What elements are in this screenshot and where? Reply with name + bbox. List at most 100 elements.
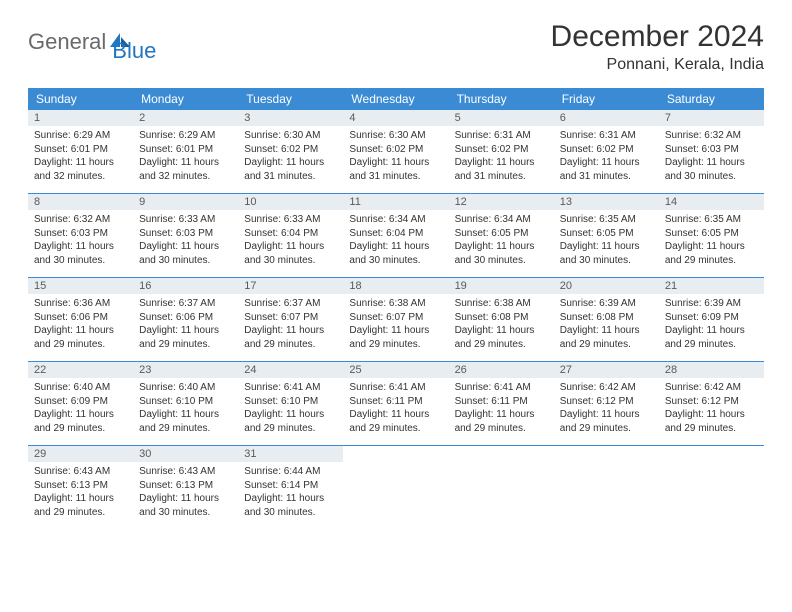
day-details: Sunrise: 6:34 AMSunset: 6:05 PMDaylight:… bbox=[449, 210, 554, 277]
calendar-cell: 15Sunrise: 6:36 AMSunset: 6:06 PMDayligh… bbox=[28, 278, 133, 362]
day-details: Sunrise: 6:32 AMSunset: 6:03 PMDaylight:… bbox=[28, 210, 133, 277]
calendar-cell: 20Sunrise: 6:39 AMSunset: 6:08 PMDayligh… bbox=[554, 278, 659, 362]
day-details: Sunrise: 6:37 AMSunset: 6:07 PMDaylight:… bbox=[238, 294, 343, 361]
calendar-cell: .. bbox=[659, 446, 764, 530]
calendar-cell: 17Sunrise: 6:37 AMSunset: 6:07 PMDayligh… bbox=[238, 278, 343, 362]
day-number: 15 bbox=[28, 278, 133, 294]
day-details: Sunrise: 6:38 AMSunset: 6:08 PMDaylight:… bbox=[449, 294, 554, 361]
day-details: Sunrise: 6:32 AMSunset: 6:03 PMDaylight:… bbox=[659, 126, 764, 193]
calendar-cell: 9Sunrise: 6:33 AMSunset: 6:03 PMDaylight… bbox=[133, 194, 238, 278]
calendar-row: 8Sunrise: 6:32 AMSunset: 6:03 PMDaylight… bbox=[28, 194, 764, 278]
calendar-cell: 28Sunrise: 6:42 AMSunset: 6:12 PMDayligh… bbox=[659, 362, 764, 446]
calendar-cell: 22Sunrise: 6:40 AMSunset: 6:09 PMDayligh… bbox=[28, 362, 133, 446]
day-number: 24 bbox=[238, 362, 343, 378]
calendar-cell: 7Sunrise: 6:32 AMSunset: 6:03 PMDaylight… bbox=[659, 110, 764, 194]
day-number: 9 bbox=[133, 194, 238, 210]
day-details: Sunrise: 6:42 AMSunset: 6:12 PMDaylight:… bbox=[659, 378, 764, 445]
calendar-cell: 14Sunrise: 6:35 AMSunset: 6:05 PMDayligh… bbox=[659, 194, 764, 278]
day-number: 3 bbox=[238, 110, 343, 126]
calendar-cell: 29Sunrise: 6:43 AMSunset: 6:13 PMDayligh… bbox=[28, 446, 133, 530]
calendar-cell: 2Sunrise: 6:29 AMSunset: 6:01 PMDaylight… bbox=[133, 110, 238, 194]
day-number: 5 bbox=[449, 110, 554, 126]
day-details: Sunrise: 6:31 AMSunset: 6:02 PMDaylight:… bbox=[554, 126, 659, 193]
day-details: Sunrise: 6:30 AMSunset: 6:02 PMDaylight:… bbox=[238, 126, 343, 193]
calendar-cell: 8Sunrise: 6:32 AMSunset: 6:03 PMDaylight… bbox=[28, 194, 133, 278]
calendar-cell: .. bbox=[343, 446, 448, 530]
day-details: Sunrise: 6:44 AMSunset: 6:14 PMDaylight:… bbox=[238, 462, 343, 529]
day-number: 26 bbox=[449, 362, 554, 378]
day-details: Sunrise: 6:42 AMSunset: 6:12 PMDaylight:… bbox=[554, 378, 659, 445]
day-details: Sunrise: 6:40 AMSunset: 6:09 PMDaylight:… bbox=[28, 378, 133, 445]
day-details: Sunrise: 6:31 AMSunset: 6:02 PMDaylight:… bbox=[449, 126, 554, 193]
title-block: December 2024 Ponnani, Kerala, India bbox=[551, 20, 764, 74]
calendar-cell: 16Sunrise: 6:37 AMSunset: 6:06 PMDayligh… bbox=[133, 278, 238, 362]
col-saturday: Saturday bbox=[659, 88, 764, 110]
day-details: Sunrise: 6:34 AMSunset: 6:04 PMDaylight:… bbox=[343, 210, 448, 277]
calendar-cell: 11Sunrise: 6:34 AMSunset: 6:04 PMDayligh… bbox=[343, 194, 448, 278]
col-thursday: Thursday bbox=[449, 88, 554, 110]
day-number: 8 bbox=[28, 194, 133, 210]
calendar-cell: 4Sunrise: 6:30 AMSunset: 6:02 PMDaylight… bbox=[343, 110, 448, 194]
day-number: 20 bbox=[554, 278, 659, 294]
logo-text-blue: Blue bbox=[112, 38, 156, 64]
calendar-cell: 1Sunrise: 6:29 AMSunset: 6:01 PMDaylight… bbox=[28, 110, 133, 194]
day-number: 16 bbox=[133, 278, 238, 294]
day-details: Sunrise: 6:36 AMSunset: 6:06 PMDaylight:… bbox=[28, 294, 133, 361]
day-number: 1 bbox=[28, 110, 133, 126]
calendar-cell: 5Sunrise: 6:31 AMSunset: 6:02 PMDaylight… bbox=[449, 110, 554, 194]
col-friday: Friday bbox=[554, 88, 659, 110]
day-details: Sunrise: 6:35 AMSunset: 6:05 PMDaylight:… bbox=[554, 210, 659, 277]
calendar-table: Sunday Monday Tuesday Wednesday Thursday… bbox=[28, 88, 764, 529]
day-number: 18 bbox=[343, 278, 448, 294]
day-details: Sunrise: 6:29 AMSunset: 6:01 PMDaylight:… bbox=[133, 126, 238, 193]
calendar-header-row: Sunday Monday Tuesday Wednesday Thursday… bbox=[28, 88, 764, 110]
day-number: 22 bbox=[28, 362, 133, 378]
calendar-cell: 13Sunrise: 6:35 AMSunset: 6:05 PMDayligh… bbox=[554, 194, 659, 278]
logo: General Blue bbox=[28, 20, 156, 64]
day-number: 31 bbox=[238, 446, 343, 462]
day-details: Sunrise: 6:43 AMSunset: 6:13 PMDaylight:… bbox=[133, 462, 238, 529]
calendar-cell: 21Sunrise: 6:39 AMSunset: 6:09 PMDayligh… bbox=[659, 278, 764, 362]
calendar-cell: .. bbox=[554, 446, 659, 530]
logo-text-general: General bbox=[28, 29, 106, 55]
calendar-cell: 27Sunrise: 6:42 AMSunset: 6:12 PMDayligh… bbox=[554, 362, 659, 446]
calendar-row: 1Sunrise: 6:29 AMSunset: 6:01 PMDaylight… bbox=[28, 110, 764, 194]
day-number: 6 bbox=[554, 110, 659, 126]
day-details: Sunrise: 6:29 AMSunset: 6:01 PMDaylight:… bbox=[28, 126, 133, 193]
day-details: Sunrise: 6:33 AMSunset: 6:03 PMDaylight:… bbox=[133, 210, 238, 277]
day-number: 25 bbox=[343, 362, 448, 378]
day-number: 17 bbox=[238, 278, 343, 294]
day-number: 4 bbox=[343, 110, 448, 126]
calendar-cell: 12Sunrise: 6:34 AMSunset: 6:05 PMDayligh… bbox=[449, 194, 554, 278]
col-wednesday: Wednesday bbox=[343, 88, 448, 110]
calendar-cell: 18Sunrise: 6:38 AMSunset: 6:07 PMDayligh… bbox=[343, 278, 448, 362]
col-tuesday: Tuesday bbox=[238, 88, 343, 110]
calendar-cell: .. bbox=[449, 446, 554, 530]
day-number: 14 bbox=[659, 194, 764, 210]
calendar-cell: 19Sunrise: 6:38 AMSunset: 6:08 PMDayligh… bbox=[449, 278, 554, 362]
day-number: 29 bbox=[28, 446, 133, 462]
col-monday: Monday bbox=[133, 88, 238, 110]
calendar-cell: 6Sunrise: 6:31 AMSunset: 6:02 PMDaylight… bbox=[554, 110, 659, 194]
day-number: 7 bbox=[659, 110, 764, 126]
calendar-cell: 25Sunrise: 6:41 AMSunset: 6:11 PMDayligh… bbox=[343, 362, 448, 446]
calendar-cell: 24Sunrise: 6:41 AMSunset: 6:10 PMDayligh… bbox=[238, 362, 343, 446]
day-details: Sunrise: 6:33 AMSunset: 6:04 PMDaylight:… bbox=[238, 210, 343, 277]
col-sunday: Sunday bbox=[28, 88, 133, 110]
day-details: Sunrise: 6:30 AMSunset: 6:02 PMDaylight:… bbox=[343, 126, 448, 193]
calendar-cell: 30Sunrise: 6:43 AMSunset: 6:13 PMDayligh… bbox=[133, 446, 238, 530]
day-number: 21 bbox=[659, 278, 764, 294]
day-details: Sunrise: 6:40 AMSunset: 6:10 PMDaylight:… bbox=[133, 378, 238, 445]
day-number: 30 bbox=[133, 446, 238, 462]
day-number: 13 bbox=[554, 194, 659, 210]
day-number: 19 bbox=[449, 278, 554, 294]
day-details: Sunrise: 6:38 AMSunset: 6:07 PMDaylight:… bbox=[343, 294, 448, 361]
calendar-cell: 31Sunrise: 6:44 AMSunset: 6:14 PMDayligh… bbox=[238, 446, 343, 530]
day-details: Sunrise: 6:43 AMSunset: 6:13 PMDaylight:… bbox=[28, 462, 133, 529]
day-number: 10 bbox=[238, 194, 343, 210]
day-number: 27 bbox=[554, 362, 659, 378]
day-details: Sunrise: 6:41 AMSunset: 6:11 PMDaylight:… bbox=[343, 378, 448, 445]
day-details: Sunrise: 6:37 AMSunset: 6:06 PMDaylight:… bbox=[133, 294, 238, 361]
calendar-cell: 10Sunrise: 6:33 AMSunset: 6:04 PMDayligh… bbox=[238, 194, 343, 278]
page-title: December 2024 bbox=[551, 20, 764, 54]
